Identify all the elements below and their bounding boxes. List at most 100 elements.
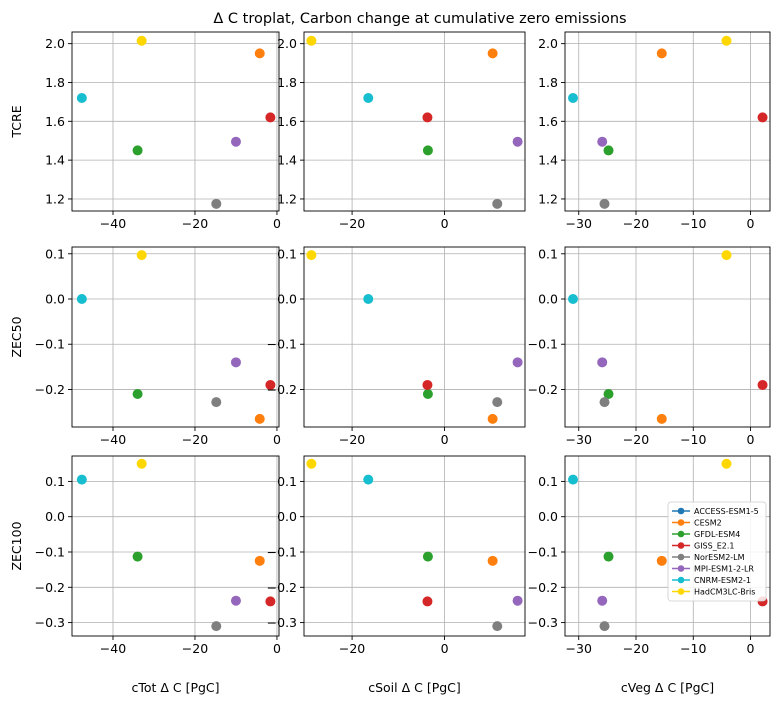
y-tick-label: 0.0 <box>45 509 65 524</box>
legend-entry: ACCESS-ESM1-5 <box>672 507 759 516</box>
point-cnrm-esm2-1 <box>76 93 87 104</box>
x-axis-label: cSoil Δ C [PgC] <box>368 680 461 695</box>
panel-zec100-ctot: −40 −20 0 −0.3 −0.2 −0.1 0.0 0.1 ZEC100 cTot Δ C … <box>9 455 281 695</box>
panel-zec50-ctot: −40 −20 0 −0.2 −0.1 0.0 0.1 ZEC50 <box>9 246 281 447</box>
y-tick-label: 1.2 <box>277 191 297 206</box>
legend-label: GFDL-ESM4 <box>694 530 740 539</box>
legend-entry: GISS_E2.1 <box>672 542 735 551</box>
legend-label: GISS_E2.1 <box>694 542 735 551</box>
x-tick-label: −20 <box>182 432 208 447</box>
point-hadcm3lc-bris <box>306 35 317 46</box>
legend: ACCESS-ESM1-5 CESM2 GFDL-ESM4 GISS_E2.1 NorE… <box>667 501 767 602</box>
point-cnrm-esm2-1 <box>568 474 579 485</box>
point-noresm2-lm <box>211 397 222 408</box>
point-cesm2 <box>487 413 498 424</box>
y-tick-label: −0.3 <box>528 615 558 630</box>
x-tick-label: 0 <box>747 641 755 656</box>
x-tick-label: 0 <box>747 432 755 447</box>
y-tick-label: 1.4 <box>45 153 65 168</box>
x-tick-label: −20 <box>182 641 208 656</box>
y-tick-label: 1.4 <box>538 153 558 168</box>
x-tick-label: −30 <box>566 216 592 231</box>
panel-zec50-cveg: −30 −20 −10 0 −0.2 −0.1 0.0 0.1 <box>528 246 771 447</box>
x-tick-label: 0 <box>273 641 281 656</box>
y-tick-label: 0.1 <box>277 474 297 489</box>
y-tick-label: −0.2 <box>267 580 297 595</box>
point-gfdl-esm4 <box>132 388 143 399</box>
point-cnrm-esm2-1 <box>76 474 87 485</box>
x-tick-label: 0 <box>441 216 449 231</box>
point-mpi-esm1-2-lr <box>512 357 523 368</box>
y-tick-label: −0.1 <box>528 337 558 352</box>
y-tick-label: 0.1 <box>45 474 65 489</box>
panel-tcre-cveg: −30 −20 −10 0 1.2 1.4 1.6 1.8 2.0 <box>538 31 771 231</box>
y-tick-label: 1.4 <box>277 153 297 168</box>
y-tick-label: 2.0 <box>277 36 297 51</box>
x-tick-label: −20 <box>182 216 208 231</box>
point-hadcm3lc-bris <box>136 250 147 261</box>
point-noresm2-lm <box>492 198 503 209</box>
point-noresm2-lm <box>211 621 222 632</box>
y-tick-label: −0.1 <box>267 545 297 560</box>
x-tick-label: −30 <box>566 641 592 656</box>
legend-marker <box>677 519 685 526</box>
point-mpi-esm1-2-lr <box>512 136 523 147</box>
y-tick-label: −0.2 <box>267 382 297 397</box>
y-tick-label: 0.1 <box>45 246 65 261</box>
y-tick-label: 1.2 <box>538 191 558 206</box>
point-giss-e2-1 <box>265 596 276 607</box>
x-tick-label: −10 <box>680 641 706 656</box>
point-cnrm-esm2-1 <box>568 93 579 104</box>
y-tick-label: 1.8 <box>277 75 297 90</box>
axes-frame <box>564 246 771 428</box>
y-tick-label: 0.0 <box>277 509 297 524</box>
panel-zec100-csoil: −20 0 −0.3 −0.2 −0.1 0.0 0.1 cSoil Δ C [PgC] <box>267 455 526 695</box>
point-giss-e2-1 <box>265 379 276 390</box>
y-axis-label: ZEC50 <box>9 316 24 357</box>
y-tick-label: 1.6 <box>45 114 65 129</box>
x-tick-label: −20 <box>339 641 365 656</box>
legend-marker <box>677 530 685 538</box>
point-hadcm3lc-bris <box>136 35 147 46</box>
point-cnrm-esm2-1 <box>363 474 374 485</box>
legend-label: CNRM-ESM2-1 <box>694 576 751 585</box>
y-tick-label: −0.2 <box>35 580 65 595</box>
legend-entry: MPI-ESM1-2-LR <box>672 565 754 574</box>
point-cnrm-esm2-1 <box>363 93 374 104</box>
y-tick-label: 0.0 <box>277 292 297 307</box>
legend-box <box>667 501 767 602</box>
panel-zec100-cveg: −30 −20 −10 0 −0.3 −0.2 −0.1 0.0 0.1 cVeg Δ C [Pg… <box>528 455 771 695</box>
axes-frame <box>564 455 771 637</box>
point-mpi-esm1-2-lr <box>230 357 241 368</box>
point-cesm2 <box>254 555 265 566</box>
x-axis-label: cVeg Δ C [PgC] <box>621 680 714 695</box>
point-gfdl-esm4 <box>422 145 433 156</box>
y-tick-label: −0.2 <box>528 382 558 397</box>
y-tick-label: 2.0 <box>538 36 558 51</box>
point-noresm2-lm <box>599 621 610 632</box>
x-axis-label: cTot Δ C [PgC] <box>131 680 219 695</box>
point-hadcm3lc-bris <box>136 458 147 469</box>
point-mpi-esm1-2-lr <box>597 595 608 606</box>
y-tick-label: −0.2 <box>35 382 65 397</box>
point-gfdl-esm4 <box>132 145 143 156</box>
y-tick-label: 1.2 <box>45 191 65 206</box>
x-tick-label: 0 <box>747 216 755 231</box>
x-tick-label: 0 <box>273 432 281 447</box>
x-tick-label: −40 <box>100 432 126 447</box>
x-tick-label: −20 <box>623 216 649 231</box>
point-mpi-esm1-2-lr <box>230 136 241 147</box>
legend-marker <box>677 553 685 561</box>
point-cnrm-esm2-1 <box>568 294 579 305</box>
point-gfdl-esm4 <box>422 388 433 399</box>
point-mpi-esm1-2-lr <box>512 595 523 606</box>
x-tick-label: −20 <box>623 432 649 447</box>
panel-tcre-csoil: −20 0 1.2 1.4 1.6 1.8 2.0 <box>277 31 526 231</box>
y-tick-label: 0.0 <box>538 509 558 524</box>
legend-label: NorESM2-LM <box>694 553 745 562</box>
point-noresm2-lm <box>211 198 222 209</box>
y-tick-label: −0.2 <box>528 580 558 595</box>
y-tick-label: 1.8 <box>538 75 558 90</box>
y-tick-label: −0.3 <box>35 615 65 630</box>
